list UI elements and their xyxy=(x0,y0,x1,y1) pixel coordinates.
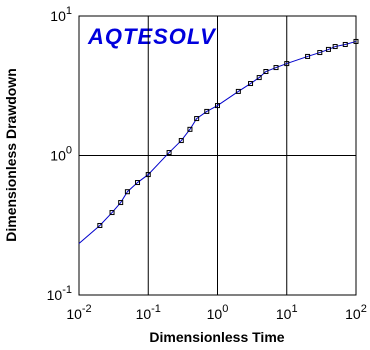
data-point xyxy=(178,138,184,144)
data-point xyxy=(332,44,338,50)
tick-base: 10 xyxy=(345,306,361,322)
tick-base: 10 xyxy=(50,148,66,164)
tick-base: 10 xyxy=(136,306,152,322)
data-point xyxy=(342,41,348,47)
data-point xyxy=(325,46,331,52)
logo: AQTESOLV xyxy=(87,24,217,49)
data-point xyxy=(215,103,220,109)
tick-exponent: 1 xyxy=(66,5,72,17)
data-point xyxy=(273,65,279,71)
data-point xyxy=(317,50,323,56)
y-tick-label: 10-1 xyxy=(47,284,72,303)
data-point xyxy=(256,75,262,81)
tick-exponent: 2 xyxy=(361,303,367,315)
y-axis-title: Dimensionless Drawdown xyxy=(3,68,19,241)
data-point xyxy=(235,88,241,94)
tick-base: 10 xyxy=(207,306,223,322)
data-point xyxy=(305,53,311,59)
data-point xyxy=(204,108,210,114)
tick-exponent: -1 xyxy=(151,303,161,315)
tick-exponent: 0 xyxy=(222,303,228,315)
x-tick-label: 102 xyxy=(345,303,367,322)
x-tick-label: 101 xyxy=(276,303,298,322)
data-point xyxy=(135,180,141,186)
data-point xyxy=(263,69,269,75)
x-axis-title: Dimensionless Time xyxy=(149,329,284,345)
data-point xyxy=(187,126,193,132)
data-point xyxy=(118,200,124,206)
tick-exponent: 0 xyxy=(66,145,72,157)
x-tick-label: 10-2 xyxy=(66,303,91,322)
tick-base: 10 xyxy=(66,306,82,322)
plot-frame xyxy=(78,15,357,296)
data-point xyxy=(353,38,359,44)
y-tick-label: 101 xyxy=(50,5,72,24)
data-point xyxy=(145,172,151,178)
data-point xyxy=(194,116,200,122)
data-point xyxy=(166,150,172,156)
tick-base: 10 xyxy=(50,8,66,24)
data-point xyxy=(284,61,290,67)
data-point xyxy=(109,210,115,216)
tick-exponent: -1 xyxy=(62,284,72,296)
data-point xyxy=(97,222,103,228)
tick-base: 10 xyxy=(47,287,63,303)
data-point xyxy=(248,81,254,87)
tick-exponent: -2 xyxy=(82,303,92,315)
data-point xyxy=(124,189,130,195)
y-tick-label: 100 xyxy=(50,145,72,164)
tick-base: 10 xyxy=(276,306,292,322)
curve xyxy=(78,40,357,244)
x-tick-label: 10-1 xyxy=(136,303,161,322)
x-tick-label: 100 xyxy=(207,303,229,322)
tick-exponent: 1 xyxy=(291,303,297,315)
